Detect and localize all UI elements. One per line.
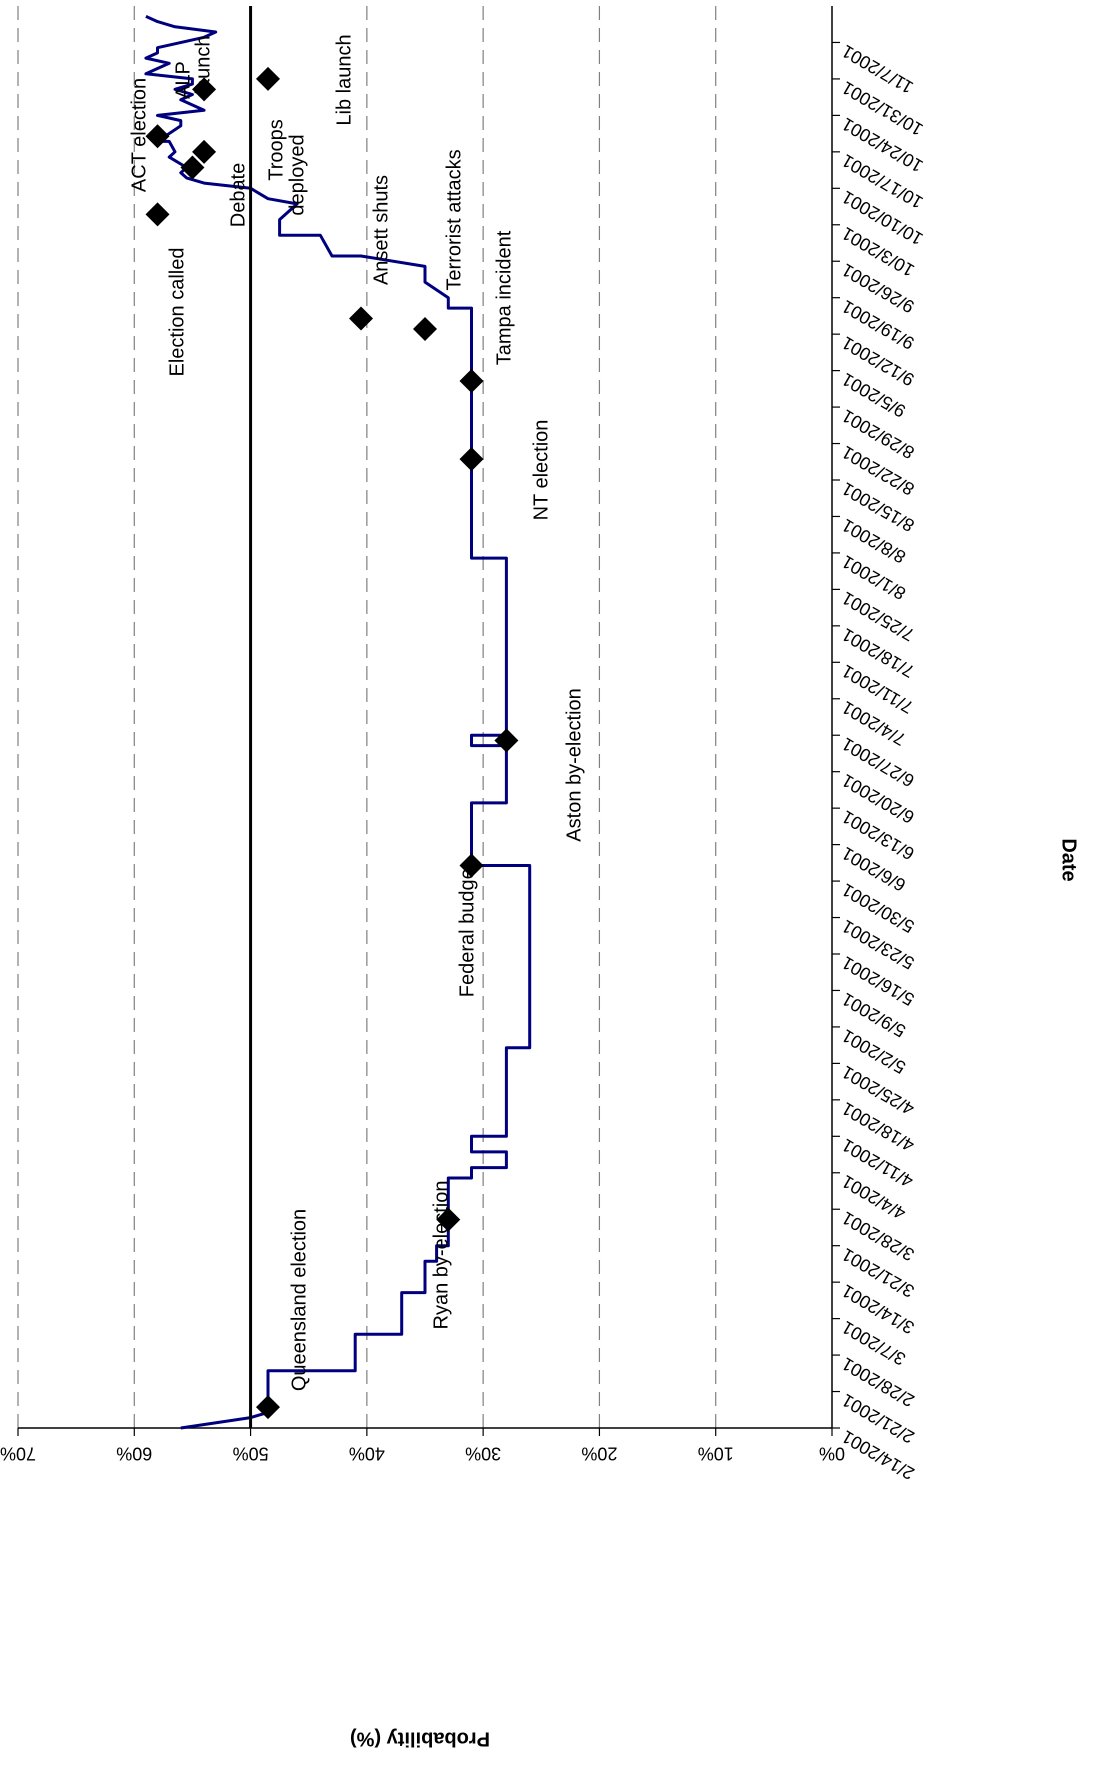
annotation-label: Tampa incident: [493, 230, 515, 365]
y-axis-title: Probability (%): [350, 1728, 490, 1750]
annotation-group: Election called: [166, 248, 188, 377]
y-tick-group: 20%: [581, 1443, 617, 1463]
y-tick-label: 70%: [0, 1443, 36, 1463]
x-axis-title: Date: [1058, 838, 1080, 881]
annotations-group: Queensland election Ryan by-election Feder…: [128, 34, 585, 1391]
y-tick-label: 20%: [581, 1443, 617, 1463]
event-marker: [494, 728, 519, 753]
series-line: [144, 15, 532, 1430]
y-tick-group: 30%: [465, 1443, 501, 1463]
y-tick-label: 10%: [698, 1443, 734, 1463]
event-marker: [436, 1207, 461, 1232]
event-marker: [459, 447, 484, 472]
annotation-group: Ansett shuts: [370, 175, 392, 285]
annotation-group: Aston by-election: [563, 688, 585, 841]
annotation-label: Lib launch: [333, 34, 355, 125]
y-tick-labels: 0% 10% 20% 30% 40% 50% 60% 70%: [0, 1443, 845, 1463]
event-marker: [256, 1395, 281, 1420]
y-tick-label: 30%: [465, 1443, 501, 1463]
annotation-label: ACT election: [128, 78, 150, 192]
annotation-group: Terrorist attacks: [443, 149, 465, 290]
annotation-label: Troops: [265, 119, 287, 181]
series-group: [144, 15, 532, 1430]
annotation-group: ACT election: [128, 78, 150, 192]
y-tick-group: 40%: [349, 1443, 385, 1463]
event-marker: [459, 369, 484, 394]
event-marker: [145, 202, 170, 227]
axes: [17, 6, 840, 1436]
y-tick-label: 50%: [233, 1443, 269, 1463]
event-marker: [349, 306, 374, 331]
y-tick-group: 50%: [233, 1443, 269, 1463]
event-marker: [180, 155, 205, 180]
annotation-label: Aston by-election: [563, 688, 585, 841]
annotation-label: Terrorist attacks: [443, 149, 465, 290]
annotation-label: NT election: [530, 420, 552, 521]
annotation-group: Queensland election: [288, 1209, 310, 1391]
annotation-group: launch: [192, 36, 214, 95]
annotation-label: ALP: [172, 61, 194, 99]
annotation-group: Tampa incident: [493, 230, 515, 365]
axis-titles: Date Probability (%): [350, 838, 1080, 1749]
annotation-label: Federal budget: [456, 862, 478, 997]
annotation-label: Ansett shuts: [370, 175, 392, 285]
annotation-group: NT election: [530, 420, 552, 521]
y-tick-label: 0%: [819, 1443, 845, 1463]
x-tick-labels: 2/14/20012/21/20012/28/20013/7/20013/14/…: [838, 41, 926, 1484]
event-marker: [413, 316, 437, 341]
gridlines: [17, 6, 717, 1428]
event-marker: [192, 77, 217, 102]
annotation-group: ALP: [172, 61, 194, 99]
annotation-label: Queensland election: [288, 1209, 310, 1391]
y-tick-group: 0%: [819, 1443, 845, 1463]
annotation-label: Ryan by-election: [430, 1181, 452, 1330]
annotation-group: deployed: [286, 134, 308, 215]
y-tick-group: 10%: [698, 1443, 734, 1463]
annotation-label: deployed: [286, 134, 308, 215]
y-tick-label: 60%: [116, 1443, 152, 1463]
annotation-group: Troops: [265, 119, 287, 181]
event-marker: [256, 66, 281, 91]
event-marker: [192, 139, 217, 164]
annotation-label: Debate: [227, 163, 249, 228]
annotation-group: Ryan by-election: [430, 1181, 452, 1330]
markers-group: [145, 66, 519, 1420]
annotation-group: Debate: [227, 163, 249, 228]
y-tick-group: 70%: [0, 1443, 36, 1463]
event-marker: [145, 124, 170, 149]
y-tick-label: 40%: [349, 1443, 385, 1463]
annotation-group: Lib launch: [333, 34, 355, 125]
annotation-label: Election called: [166, 248, 188, 377]
annotation-label: launch: [192, 36, 214, 95]
event-marker: [459, 853, 484, 878]
y-tick-group: 60%: [116, 1443, 152, 1463]
annotation-group: Federal budget: [456, 862, 478, 997]
